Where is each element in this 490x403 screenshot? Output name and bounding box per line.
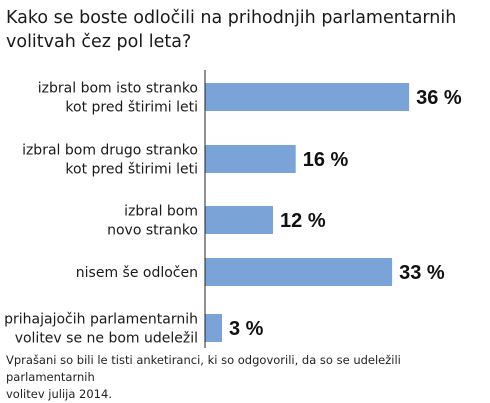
value-label: 33 % <box>399 262 445 284</box>
bar <box>205 83 410 111</box>
value-label: 16 % <box>303 149 349 171</box>
category-label: izbral bom isto stranko kot pred štirimi … <box>38 81 198 116</box>
category-label: izbral bom drugo stranko kot pred štirimi… <box>22 143 198 178</box>
category-label: prihajajočih parlamentarnih volitev se ne… <box>4 312 198 347</box>
footnote-line-1: Vprašani so bili le tisti anketiranci, k… <box>6 353 401 384</box>
chart-title: Kako se boste odločili na prihodnjih par… <box>6 6 486 54</box>
chart-title-line-2: volitvah čez pol leta? <box>6 32 192 52</box>
bar <box>205 206 274 234</box>
value-label: 12 % <box>280 210 326 232</box>
bar <box>205 145 296 173</box>
value-label: 36 % <box>416 87 462 109</box>
chart-footnote: Vprašani so bili le tisti anketiranci, k… <box>6 352 486 403</box>
value-label: 3 % <box>229 318 264 340</box>
bar <box>205 314 223 342</box>
bar <box>205 258 393 286</box>
footnote-line-2: volitev julija 2014. <box>6 387 112 401</box>
category-label: nisem še odločen <box>76 265 198 281</box>
category-label: izbral bom novo stranko <box>107 204 198 239</box>
chart-title-line-1: Kako se boste odločili na prihodnjih par… <box>6 8 457 28</box>
